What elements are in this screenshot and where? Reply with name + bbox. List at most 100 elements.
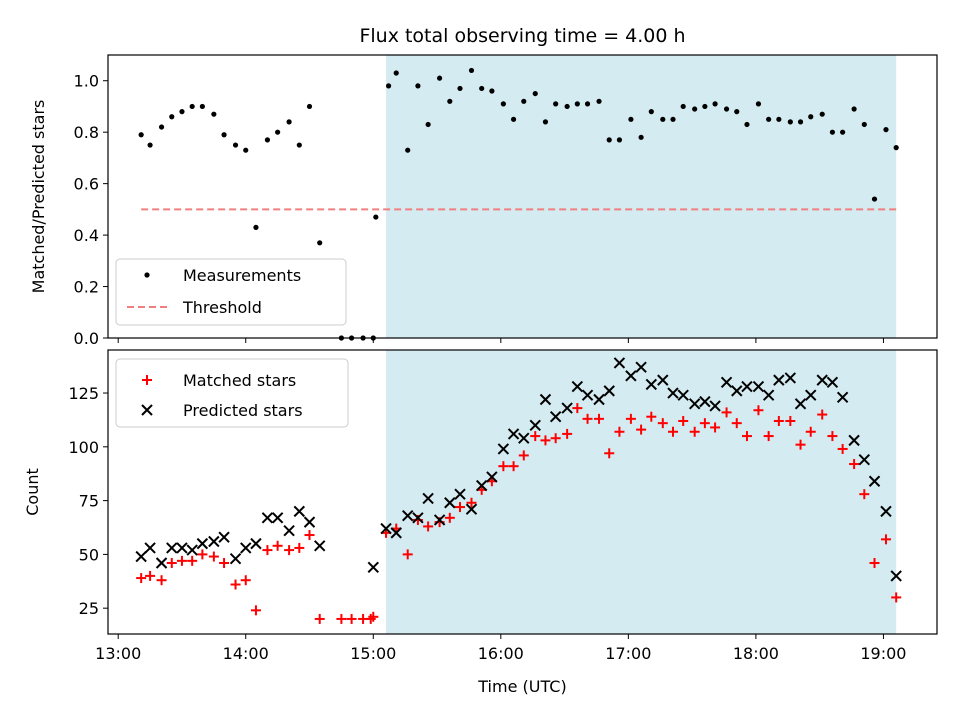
cross-stroke-b bbox=[731, 385, 743, 397]
cross-stroke-b bbox=[699, 395, 711, 408]
matched-star-point bbox=[636, 424, 647, 435]
predicted-star-point bbox=[433, 514, 446, 526]
measurement-point bbox=[405, 147, 411, 153]
predicted-star-point bbox=[166, 542, 178, 554]
matched-star-point bbox=[498, 461, 509, 472]
matched-star-point bbox=[785, 416, 796, 426]
matched-star-point bbox=[891, 592, 902, 603]
measurement-point bbox=[723, 106, 730, 112]
matched-star-point bbox=[508, 461, 519, 472]
legend-marker-measurements bbox=[144, 272, 150, 278]
cross-stroke-b bbox=[890, 570, 902, 582]
measurement-point bbox=[584, 101, 591, 107]
predicted-star-point bbox=[593, 393, 605, 406]
ratio-y-tick-label: 0.2 bbox=[74, 278, 99, 297]
cross-stroke-b bbox=[155, 557, 168, 569]
matched-star-point bbox=[166, 558, 177, 568]
measurement-point bbox=[521, 98, 527, 104]
count-x-tick-label: 15:00 bbox=[350, 644, 396, 663]
count-x-tick-label: 13:00 bbox=[95, 644, 141, 663]
ratio-y-axis-label: Matched/Predicted stars bbox=[29, 100, 48, 294]
predicted-star-point bbox=[880, 505, 892, 518]
matched-star-point bbox=[657, 418, 668, 429]
observing-window-shade bbox=[386, 55, 897, 338]
legend-marker-matched bbox=[142, 375, 152, 385]
count-y-tick-label: 100 bbox=[68, 438, 99, 457]
cross-stroke-b bbox=[314, 540, 326, 552]
count-y-tick-label: 25 bbox=[79, 599, 99, 618]
matched-star-point bbox=[208, 551, 219, 562]
cross-stroke-b bbox=[581, 389, 594, 401]
predicted-star-point bbox=[677, 389, 689, 401]
matched-star-point bbox=[156, 575, 167, 586]
measurement-point bbox=[232, 142, 239, 148]
matched-star-point bbox=[582, 413, 593, 424]
predicted-star-point bbox=[402, 509, 414, 522]
predicted-star-point bbox=[444, 497, 456, 509]
measurement-point bbox=[147, 142, 153, 148]
predicted-star-point bbox=[836, 391, 849, 404]
measurement-point bbox=[415, 83, 421, 89]
predicted-star-point bbox=[645, 378, 658, 391]
measurement-points bbox=[138, 67, 899, 341]
measurement-point bbox=[385, 83, 392, 89]
cross-stroke-b bbox=[571, 380, 584, 393]
matched-star-point bbox=[827, 431, 838, 442]
matched-star-point bbox=[518, 450, 529, 461]
matched-star-point bbox=[753, 405, 764, 416]
measurement-point bbox=[660, 116, 666, 122]
predicted-star-point bbox=[486, 471, 498, 483]
cross-stroke-b bbox=[465, 503, 478, 515]
measurement-point bbox=[702, 103, 708, 110]
matched-star-point bbox=[689, 426, 700, 437]
cross-stroke-b bbox=[677, 389, 689, 401]
predicted-star-point bbox=[539, 393, 552, 406]
cross-stroke-b bbox=[773, 374, 785, 386]
predicted-star-point bbox=[773, 374, 785, 386]
cross-stroke-b bbox=[688, 398, 701, 410]
predicted-star-point bbox=[731, 385, 743, 397]
predicted-star-point bbox=[868, 475, 881, 487]
cross-stroke-b bbox=[667, 387, 679, 399]
cross-stroke-b bbox=[390, 527, 402, 539]
cross-stroke-b bbox=[593, 393, 605, 406]
matched-star-point bbox=[219, 558, 230, 568]
predicted-star-point bbox=[261, 512, 274, 524]
measurement-point bbox=[138, 132, 144, 138]
cross-stroke-b bbox=[880, 505, 892, 518]
cross-stroke-b bbox=[176, 542, 188, 554]
measurement-point bbox=[189, 103, 195, 110]
matched-star-point bbox=[314, 613, 325, 624]
cross-stroke-b bbox=[240, 542, 252, 554]
count-y-tick-label: 50 bbox=[79, 545, 99, 564]
cross-stroke-b bbox=[507, 428, 520, 440]
observing-window-shade-bottom bbox=[386, 350, 897, 634]
measurement-point bbox=[457, 85, 463, 92]
cross-stroke-b bbox=[635, 361, 647, 373]
matched-star-point bbox=[346, 613, 357, 624]
legend-label-measurements: Measurements bbox=[183, 266, 301, 285]
cross-stroke-b bbox=[208, 535, 220, 548]
matched-star-point bbox=[594, 413, 605, 424]
matched-star-point bbox=[250, 605, 261, 616]
predicted-star-point bbox=[196, 537, 209, 550]
predicted-star-point bbox=[613, 357, 626, 369]
chart-title: Flux total observing time = 4.00 h bbox=[359, 25, 685, 47]
predicted-star-point bbox=[314, 540, 326, 552]
cross-stroke-b bbox=[141, 404, 153, 416]
cross-stroke-b bbox=[657, 374, 669, 386]
matched-star-point bbox=[721, 407, 732, 418]
predicted-star-point bbox=[858, 454, 871, 466]
cross-stroke-b bbox=[752, 380, 765, 393]
measurement-point bbox=[296, 142, 302, 148]
matched-star-point bbox=[795, 439, 806, 450]
predicted-star-point bbox=[144, 542, 156, 554]
measurement-point bbox=[275, 129, 281, 135]
measurement-point bbox=[616, 137, 623, 143]
predicted-star-point bbox=[240, 542, 252, 554]
measurement-point bbox=[893, 145, 899, 151]
matched-star-point bbox=[805, 426, 816, 437]
measurement-point bbox=[373, 214, 379, 220]
measurement-point bbox=[670, 116, 676, 122]
matched-star-point bbox=[763, 431, 774, 442]
